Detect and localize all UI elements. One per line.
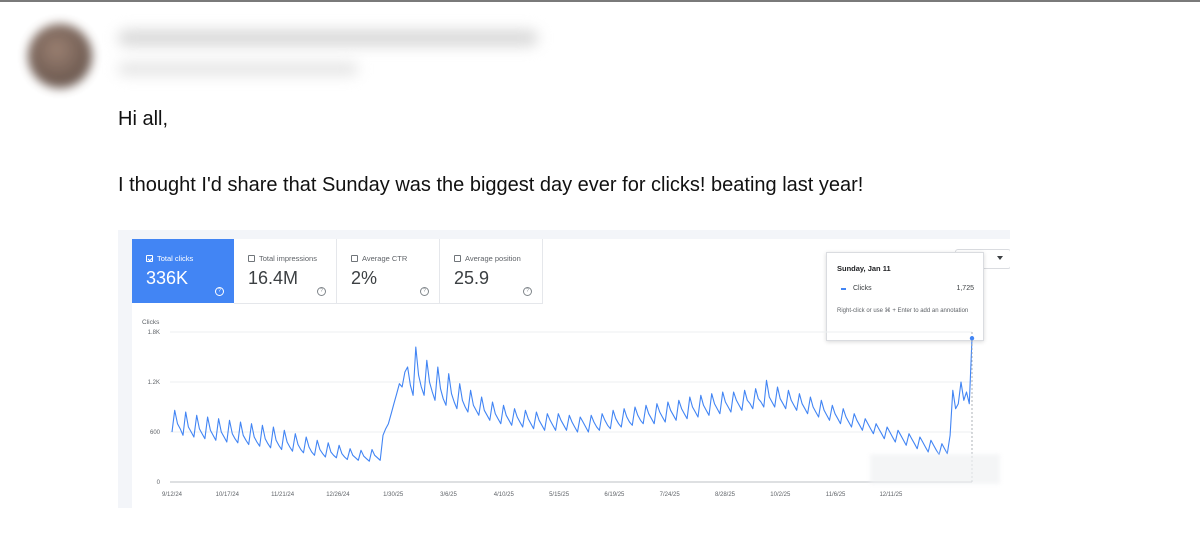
sender-avatar[interactable] [28, 24, 92, 88]
watermark [870, 454, 1000, 484]
x-tick-label: 12/26/24 [326, 492, 350, 498]
top-divider [0, 0, 1200, 2]
metric-value: 16.4M [248, 268, 299, 288]
x-tick-label: 11/21/24 [271, 492, 295, 498]
series-swatch-icon [841, 288, 846, 290]
tooltip-series: Clicks [853, 285, 872, 292]
clicks-line-chart[interactable]: Clicks 0 600 1.2K 1.8K 9/12/24 10/17/24 11/21/2… [132, 317, 1010, 508]
metric-label: Average position [465, 254, 521, 263]
y-tick-label: 1.8K [148, 330, 160, 336]
x-tick-label: 1/30/25 [383, 492, 404, 498]
help-icon[interactable]: ? [317, 287, 326, 296]
series-line-clicks [171, 338, 973, 462]
x-tick-label: 10/17/24 [216, 492, 240, 498]
metric-value: 2% [351, 268, 378, 288]
performance-panel: Total clicks 336K ? Total impressions 16… [132, 239, 1010, 508]
checkbox-icon[interactable] [351, 255, 358, 262]
checkbox-icon[interactable] [146, 255, 153, 262]
email-message: I thought I'd share that Sunday was the … [118, 174, 864, 196]
x-tick-label: 6/19/25 [604, 492, 625, 498]
x-tick-label: 4/10/25 [494, 492, 515, 498]
tooltip-note: Right-click or use ⌘ + Enter to add an a… [837, 308, 969, 314]
checkbox-icon[interactable] [248, 255, 255, 262]
y-tick-label: 600 [150, 430, 161, 436]
help-icon[interactable]: ? [523, 287, 532, 296]
x-tick-label: 5/15/25 [549, 492, 570, 498]
x-tick-label: 3/6/25 [440, 492, 457, 498]
x-tick-label: 7/24/25 [660, 492, 681, 498]
y-tick-label: 1.2K [148, 380, 160, 386]
embedded-screenshot: Total clicks 336K ? Total impressions 16… [118, 230, 1010, 508]
metric-card-total-clicks[interactable]: Total clicks 336K ? [132, 239, 234, 303]
metric-label: Average CTR [362, 254, 408, 263]
checkbox-icon[interactable] [454, 255, 461, 262]
x-tick-label: 9/12/24 [162, 492, 183, 498]
metric-label: Total impressions [259, 254, 317, 263]
sender-meta-redacted [118, 63, 358, 75]
tooltip-value: 1,725 [956, 285, 974, 292]
email-greeting: Hi all, [118, 108, 169, 130]
x-tick-label: 12/11/25 [879, 492, 903, 498]
metric-card-total-impressions[interactable]: Total impressions 16.4M ? [234, 239, 337, 304]
metric-label: Total clicks [157, 254, 194, 263]
metric-value: 25.9 [454, 268, 490, 288]
sender-name-redacted [118, 30, 538, 46]
x-tick-label: 10/2/25 [770, 492, 791, 498]
y-tick-label: 0 [157, 480, 161, 486]
tooltip-date: Sunday, Jan 11 [837, 264, 891, 273]
x-tick-label: 11/6/25 [826, 492, 846, 498]
metric-value: 336K [146, 268, 189, 288]
help-icon[interactable]: ? [420, 287, 429, 296]
hover-point [969, 336, 975, 341]
metric-card-average-ctr[interactable]: Average CTR 2% ? [337, 239, 440, 304]
caret-down-icon [997, 256, 1003, 260]
x-tick-label: 8/28/25 [715, 492, 736, 498]
chart-tooltip: Sunday, Jan 11 Clicks 1,725 Right-click … [826, 252, 984, 341]
help-icon[interactable]: ? [215, 287, 224, 296]
y-axis-label: Clicks [142, 319, 160, 326]
metric-card-average-position[interactable]: Average position 25.9 ? [440, 239, 543, 304]
